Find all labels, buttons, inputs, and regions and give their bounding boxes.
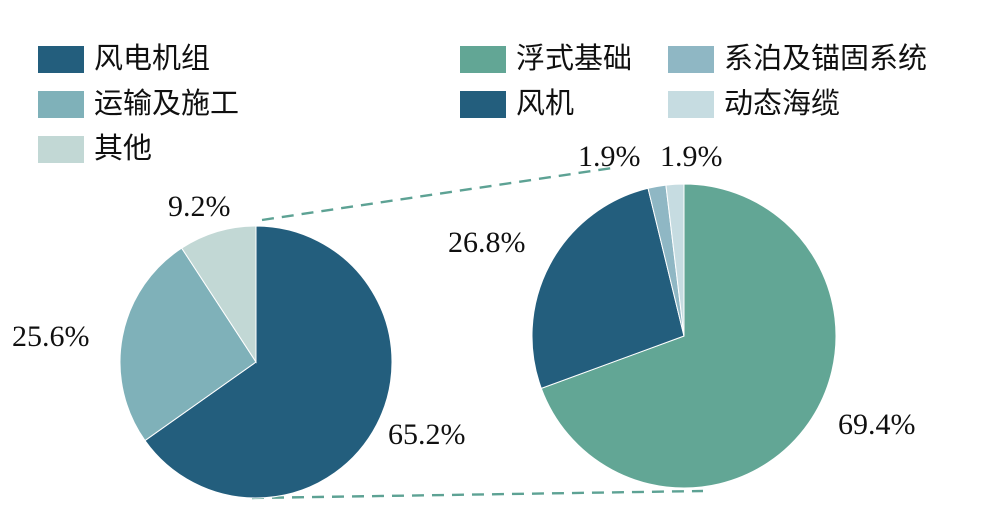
pie-slice-label-other: 9.2% — [168, 190, 231, 223]
legend-column-left: 风电机组 运输及施工 其他 — [38, 44, 239, 164]
legend-label: 运输及施工 — [94, 87, 240, 120]
pie-slice-wind-turbine-unit — [144, 225, 393, 499]
legend-swatch-floating-foundation — [460, 45, 506, 73]
legend-swatch-dynamic-sea-cable — [668, 90, 714, 118]
pie-slice-transport-construction — [119, 247, 257, 442]
pie-slice-label-wind-turbine: 26.8% — [448, 226, 526, 259]
pie-slice-label-transport-construction: 25.6% — [12, 320, 90, 353]
zoom-connector-line-bottom — [251, 489, 704, 500]
pie-slice-floating-foundation — [540, 183, 837, 489]
zoom-connector-line-top — [261, 166, 613, 222]
legend-item-dynamic-sea-cable: 动态海缆 — [668, 89, 927, 119]
legend-swatch-wind-turbine-unit — [38, 45, 84, 73]
legend-item-floating-foundation: 浮式基础 — [460, 44, 632, 74]
pie-slice-label-floating-foundation: 69.4% — [838, 408, 916, 441]
legend-item-wind-turbine: 风机 — [460, 89, 632, 119]
pie-slice-label-mooring-anchoring-system: 1.9% — [578, 140, 641, 173]
legend-column-right: 系泊及锚固系统 动态海缆 — [668, 44, 927, 119]
legend-item-transport-construction: 运输及施工 — [38, 89, 239, 119]
pie-slice-dynamic-sea-cable — [665, 183, 685, 337]
legend-label: 风机 — [516, 87, 575, 120]
legend-swatch-transport-construction — [38, 90, 84, 118]
pie-slice-wind-turbine — [531, 187, 685, 390]
legend-item-other: 其他 — [38, 134, 239, 164]
legend-item-mooring-anchoring-system: 系泊及锚固系统 — [668, 44, 927, 74]
pie-chart-overall — [119, 225, 393, 499]
legend-item-wind-turbine-unit: 风电机组 — [38, 44, 239, 74]
legend-label: 浮式基础 — [516, 42, 633, 75]
legend-label: 风电机组 — [94, 42, 211, 75]
pie-chart-turbine-unit — [531, 183, 837, 489]
legend-swatch-other — [38, 135, 84, 163]
legend-swatch-wind-turbine — [460, 90, 506, 118]
pie-slice-other — [180, 225, 257, 364]
legend-label: 系泊及锚固系统 — [724, 42, 928, 75]
legend-label: 动态海缆 — [724, 87, 841, 120]
pie-slice-label-dynamic-sea-cable: 1.9% — [660, 140, 723, 173]
pie-slice-label-wind-turbine-unit: 65.2% — [388, 418, 466, 451]
legend-column-middle: 浮式基础 风机 — [460, 44, 632, 119]
legend-label: 其他 — [94, 132, 153, 165]
legend-swatch-mooring-anchoring-system — [668, 45, 714, 73]
